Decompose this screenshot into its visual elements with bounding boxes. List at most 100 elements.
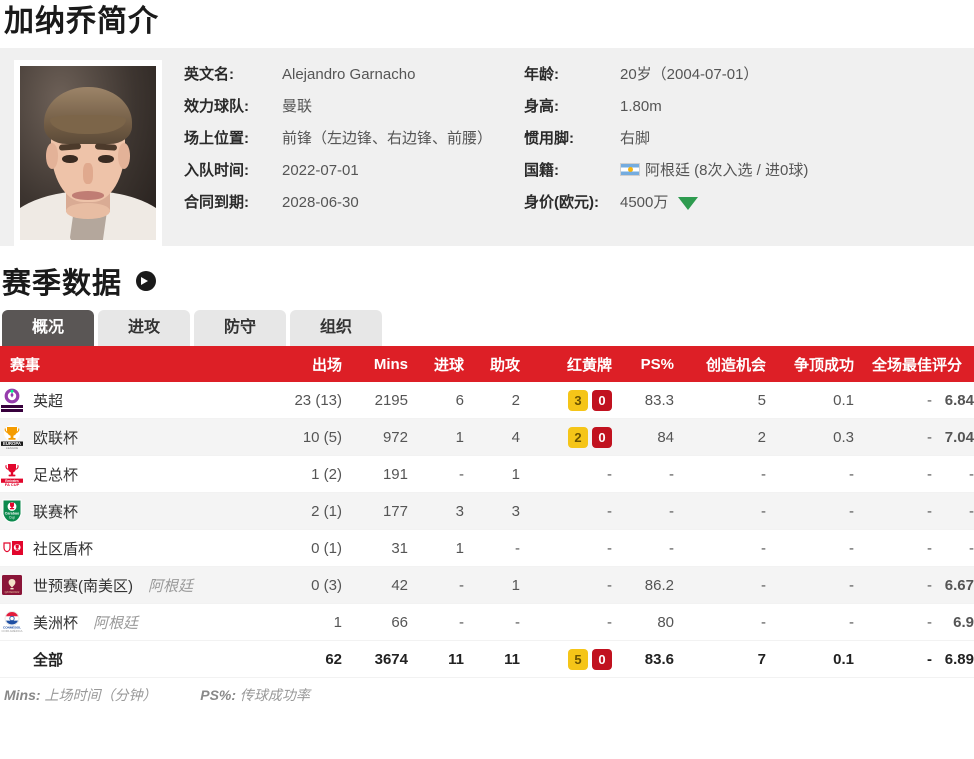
table-row[interactable]: QATAR2022 世预赛(南美区) 阿根廷 0 (3) 42 - 1 - 86… — [0, 566, 974, 604]
field-label: 入队时间: — [184, 162, 249, 179]
profile-info-left-column: 英文名: Alejandro Garnacho 效力球队: 曼联 场上位置: 前… — [184, 64, 524, 236]
cell-rating: 7.04 — [932, 418, 974, 456]
cell-cards: 5 0 — [520, 640, 612, 678]
cell-pass-success: 86.2 — [612, 566, 674, 604]
cell-aerials-won: 0.1 — [766, 640, 854, 678]
cell-cards: - — [520, 455, 612, 493]
tab-attack[interactable]: 进攻 — [98, 310, 190, 346]
competition-name: 世预赛(南美区) — [33, 577, 133, 595]
tab-defence[interactable]: 防守 — [194, 310, 286, 346]
cell-chances-created: - — [674, 566, 766, 604]
cell-chances-created: - — [674, 492, 766, 530]
market-value-text: 4500万 — [620, 194, 669, 211]
svg-text:Cup: Cup — [9, 515, 15, 519]
legend-ps-key: PS%: — [200, 687, 237, 703]
cell-apps: 1 (2) — [266, 455, 342, 493]
field-value-market-value: 4500万 — [620, 192, 808, 214]
cell-goals: 3 — [408, 492, 464, 530]
profile-info: 英文名: Alejandro Garnacho 效力球队: 曼联 场上位置: 前… — [162, 60, 974, 236]
cell-aerials-won: - — [766, 603, 854, 641]
field-value: 1.80m — [620, 98, 662, 115]
table-row-total: 全部 62 3674 11 11 5 0 83.6 7 0.1 - 6.89 — [0, 640, 974, 678]
cell-rating: 6.9 — [932, 603, 974, 641]
cell-man-of-match: - — [854, 566, 932, 604]
season-data-header: 赛季数据 — [0, 246, 974, 306]
tab-overview[interactable]: 概况 — [2, 310, 94, 346]
community-shield-badge-icon — [0, 535, 24, 561]
league-cup-badge-icon: Carabao Cup — [0, 498, 24, 524]
cell-chances-created: 2 — [674, 418, 766, 456]
cell-competition: 英超 — [0, 382, 266, 419]
table-row[interactable]: Carabao Cup 联赛杯 2 (1) 177 3 3 - - - - - … — [0, 492, 974, 530]
profile-field-nationality: 国籍: 阿根廷 (8次入选 / 进0球) — [524, 160, 808, 182]
cell-competition: 全部 — [0, 640, 266, 678]
field-value-nationality: 阿根廷 (8次入选 / 进0球) — [620, 160, 808, 182]
field-value: 20岁（2004-07-01） — [620, 66, 759, 83]
profile-field-joined-date: 入队时间: 2022-07-01 — [184, 160, 524, 182]
legend-mins-key: Mins: — [4, 687, 41, 703]
svg-text:Emirates: Emirates — [5, 479, 19, 483]
cell-aerials-won: - — [766, 492, 854, 530]
field-value: 右脚 — [620, 130, 651, 147]
profile-card: 英文名: Alejandro Garnacho 效力球队: 曼联 场上位置: 前… — [0, 48, 974, 246]
profile-field-position: 场上位置: 前锋（左边锋、右边锋、前腰） — [184, 128, 524, 150]
cell-competition: EUROPA LEAGUE 欧联杯 — [0, 418, 266, 456]
cell-cards: - — [520, 492, 612, 530]
cell-rating: 6.67 — [932, 566, 974, 604]
cell-cards: - — [520, 566, 612, 604]
column-header-goals: 进球 — [408, 346, 464, 382]
cell-assists: 11 — [464, 640, 520, 678]
cell-chances-created: 7 — [674, 640, 766, 678]
cell-cards: 3 0 — [520, 382, 612, 419]
cell-pass-success: - — [612, 455, 674, 493]
svg-text:QATAR2022: QATAR2022 — [5, 590, 20, 594]
table-row[interactable]: CONMEBOL COPA AMÉRICA 美洲杯 阿根廷 1 66 - - -… — [0, 603, 974, 641]
cell-competition: Carabao Cup 联赛杯 — [0, 492, 266, 530]
profile-info-right-column: 年龄: 20岁（2004-07-01） 身高: 1.80m 惯用脚: 右脚 国籍… — [524, 64, 808, 236]
cell-assists: - — [464, 603, 520, 641]
nationality-text: 阿根廷 (8次入选 / 进0球) — [645, 162, 809, 179]
cell-competition: Emirates FA CUP 足总杯 — [0, 455, 266, 493]
cell-assists: 3 — [464, 492, 520, 530]
column-header-competition: 赛事 — [0, 346, 266, 382]
cell-man-of-match: - — [854, 418, 932, 456]
arrow-right-circle-icon[interactable] — [136, 271, 157, 291]
table-legend: Mins: 上场时间（分钟） PS%: 传球成功率 — [0, 678, 974, 705]
yellow-card-badge: 3 — [568, 389, 588, 411]
cell-pass-success: 83.6 — [612, 640, 674, 678]
table-row[interactable]: Emirates FA CUP 足总杯 1 (2) 191 - 1 - - - … — [0, 455, 974, 493]
column-header-chances-created: 创造机会 — [674, 346, 766, 382]
column-header-man-of-match: 全场最佳 — [854, 346, 932, 382]
cell-mins: 42 — [342, 566, 408, 604]
cell-aerials-won: - — [766, 529, 854, 567]
table-row[interactable]: 英超 23 (13) 2195 6 2 3 0 83.3 5 0.1 - 6.8… — [0, 382, 974, 419]
cell-cards: - — [520, 529, 612, 567]
cell-pass-success: 80 — [612, 603, 674, 641]
cell-pass-success: - — [612, 529, 674, 567]
cell-goals: - — [408, 603, 464, 641]
profile-field-market-value: 身价(欧元): 4500万 — [524, 192, 808, 214]
table-row[interactable]: EUROPA LEAGUE 欧联杯 10 (5) 972 1 4 2 0 — [0, 418, 974, 456]
cell-rating: - — [932, 455, 974, 493]
column-header-pass-success: PS% — [612, 346, 674, 382]
tab-organisation[interactable]: 组织 — [290, 310, 382, 346]
cell-competition: 社区盾杯 — [0, 529, 266, 567]
field-value: 2022-07-01 — [282, 162, 359, 179]
copa-america-badge-icon: CONMEBOL COPA AMÉRICA — [0, 609, 24, 635]
red-card-badge: 0 — [592, 426, 612, 448]
svg-text:LEAGUE: LEAGUE — [6, 446, 18, 450]
svg-text:COPA AMÉRICA: COPA AMÉRICA — [2, 628, 23, 633]
competition-name: 全部 — [33, 651, 64, 669]
cell-apps: 62 — [266, 640, 342, 678]
cell-apps: 23 (13) — [266, 382, 342, 419]
column-header-cards: 红黄牌 — [520, 346, 612, 382]
red-card-badge: 0 — [592, 389, 612, 411]
cell-chances-created: - — [674, 529, 766, 567]
table-header-row: 赛事 出场 Mins 进球 助攻 红黄牌 PS% 创造机会 争顶成功 全场最佳 … — [0, 346, 974, 382]
cell-mins: 2195 — [342, 382, 408, 419]
field-label: 效力球队: — [184, 98, 249, 115]
table-row[interactable]: 社区盾杯 0 (1) 31 1 - - - - - - - — [0, 529, 974, 567]
competition-name: 社区盾杯 — [33, 540, 94, 558]
yellow-card-badge: 2 — [568, 426, 588, 448]
cell-rating: - — [932, 529, 974, 567]
